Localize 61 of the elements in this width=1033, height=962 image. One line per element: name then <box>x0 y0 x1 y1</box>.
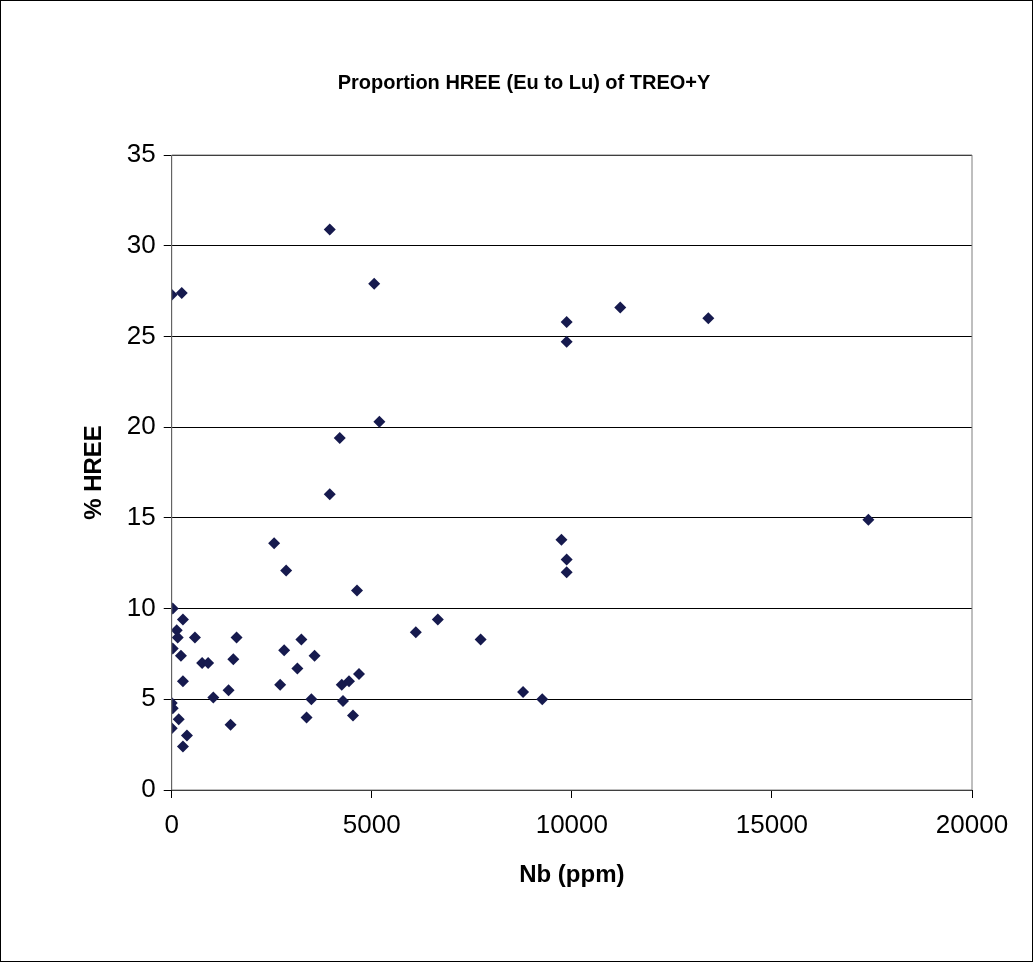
point <box>342 675 355 688</box>
x-tick-label: 20000 <box>935 808 1009 839</box>
point <box>614 301 627 314</box>
point <box>862 513 875 526</box>
point <box>517 686 530 699</box>
point <box>180 729 193 742</box>
point <box>346 709 359 722</box>
point <box>176 740 189 753</box>
y-tick-label: 25 <box>126 319 156 350</box>
y-tick-label: 5 <box>141 682 156 713</box>
point <box>188 631 201 644</box>
point <box>555 533 568 546</box>
chart-title: Proportion HREE (Eu to Lu) of TREO+Y <box>337 70 712 93</box>
point <box>560 553 573 566</box>
point <box>176 613 189 626</box>
point <box>230 631 243 644</box>
y-tick-label: 30 <box>126 228 156 259</box>
point <box>333 432 346 445</box>
point <box>274 678 287 691</box>
point <box>409 626 422 639</box>
point <box>373 415 386 428</box>
point <box>224 718 237 731</box>
point <box>172 713 185 726</box>
point <box>431 613 444 626</box>
point <box>175 286 188 299</box>
point <box>702 312 715 325</box>
x-tick-label: 10000 <box>535 808 609 839</box>
point <box>278 644 291 657</box>
y-tick-label: 15 <box>126 501 156 532</box>
point <box>207 691 220 704</box>
x-tick-label: 15000 <box>735 808 809 839</box>
y-tick-label: 20 <box>126 410 156 441</box>
point <box>305 693 318 706</box>
point <box>536 693 549 706</box>
point <box>295 633 308 646</box>
point <box>368 277 381 290</box>
point <box>560 335 573 348</box>
y-tick-label: 0 <box>141 773 156 804</box>
point <box>227 653 240 666</box>
point <box>350 584 363 597</box>
point <box>352 667 365 680</box>
point <box>560 315 573 328</box>
y-tick-label: 10 <box>126 591 156 622</box>
point <box>174 649 187 662</box>
point <box>336 695 349 708</box>
point <box>300 711 313 724</box>
point <box>222 684 235 697</box>
point <box>291 662 304 675</box>
point <box>280 564 293 577</box>
x-axis-title: Nb (ppm) <box>519 860 625 888</box>
point <box>176 675 189 688</box>
point <box>308 649 321 662</box>
point <box>268 537 281 550</box>
point <box>560 566 573 579</box>
y-axis-title: % HREE <box>79 425 107 520</box>
y-tick-label: 35 <box>126 138 156 169</box>
point <box>474 633 487 646</box>
point <box>323 223 336 236</box>
x-tick-label: 0 <box>164 808 179 839</box>
point <box>323 488 336 501</box>
x-tick-label: 5000 <box>342 808 401 839</box>
